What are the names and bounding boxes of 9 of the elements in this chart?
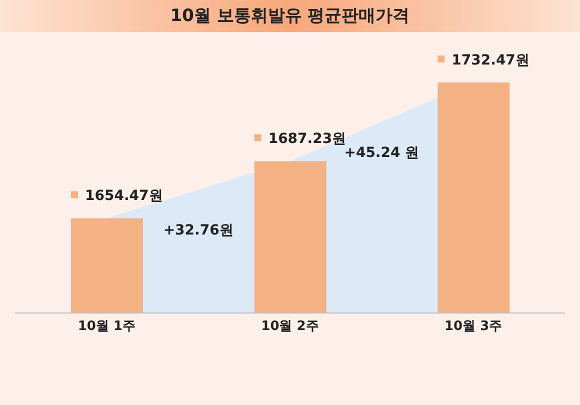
chart-title: 10월 보통휘발유 평균판매가격 xyxy=(0,0,580,32)
annotation: +32.76원 xyxy=(163,222,234,239)
x-tick-label: 10월 3주 xyxy=(444,319,502,334)
x-tick-label: 10월 2주 xyxy=(261,319,319,334)
data-label: 1654.47원 xyxy=(85,188,163,204)
annotation: +45.24 원 xyxy=(344,144,420,161)
x-tick-label: 10월 1주 xyxy=(78,319,136,334)
data-label: 1732.47원 xyxy=(452,52,530,68)
data-label: 1687.23원 xyxy=(268,131,346,148)
